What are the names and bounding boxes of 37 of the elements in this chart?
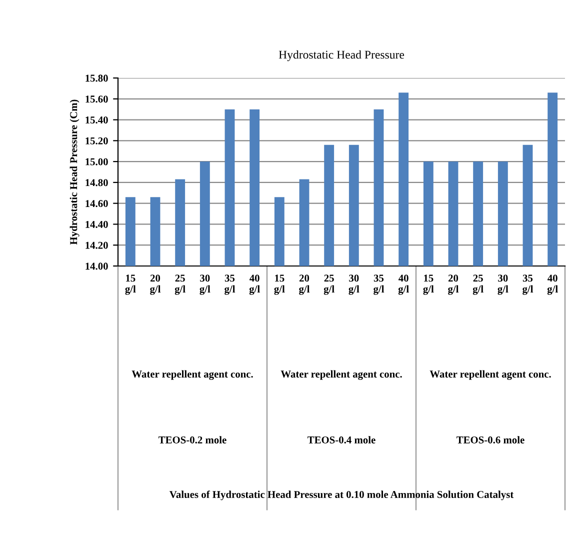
text: Water repellent agent conc. — [132, 370, 253, 380]
x-tick-label: 20 g/l — [448, 274, 459, 295]
text: Values of Hydrostatic Head Pressure at 0.10 mole Ammonia Solution Catalyst — [169, 490, 514, 500]
x-tick-label: 40 g/l — [249, 274, 260, 295]
y-tick-label: 14.40 — [86, 220, 108, 228]
x-tick-label: 30 g/l — [200, 274, 210, 295]
x-tick-label: 15 g/l — [125, 274, 136, 295]
x-tick-label: 30 g/l — [348, 274, 360, 295]
x-tick-label: 20 g/l — [150, 274, 161, 295]
y-tick-label: 15.00 — [86, 158, 108, 166]
x-tick-label: 15 g/l — [274, 274, 285, 295]
text: TEOS-0.6 mole — [456, 436, 524, 444]
x-tick-label: 35 g/l — [522, 274, 534, 295]
x-tick-label: 25 g/l — [472, 274, 484, 295]
chart-title: Hydrostatic Head Pressure — [278, 50, 404, 62]
x-tick-label: 15 g/l — [423, 274, 434, 295]
text: TEOS-0.2 mole — [158, 436, 226, 444]
y-tick-label: 14.00 — [86, 262, 108, 270]
x-tick-label: 30 g/l — [498, 274, 508, 295]
y-tick-label: 15.60 — [86, 96, 108, 103]
x-tick-label: 20 g/l — [299, 274, 310, 295]
x-tick-label: 40 g/l — [398, 274, 409, 295]
x-tick-label: 35 g/l — [224, 274, 236, 295]
y-tick-label: 14.80 — [86, 179, 108, 186]
x-tick-label: 25 g/l — [324, 274, 334, 295]
text: TEOS-0.4 mole — [308, 436, 376, 444]
x-tick-label: 35 g/l — [374, 274, 384, 295]
y-tick-label: 15.20 — [86, 137, 108, 144]
y-axis-title: Hydrostatic Head Pressure (Cm) — [70, 100, 80, 245]
x-tick-label: 40 g/l — [547, 274, 558, 295]
y-tick-label: 15.40 — [86, 116, 108, 124]
text: Water repellent agent conc. — [430, 370, 551, 380]
y-tick-label: 15.80 — [86, 74, 108, 82]
y-tick-label: 14.20 — [86, 242, 108, 249]
y-tick-label: 14.60 — [86, 200, 108, 208]
text: Water repellent agent conc. — [280, 370, 402, 380]
x-tick-label: 25 g/l — [174, 274, 186, 295]
